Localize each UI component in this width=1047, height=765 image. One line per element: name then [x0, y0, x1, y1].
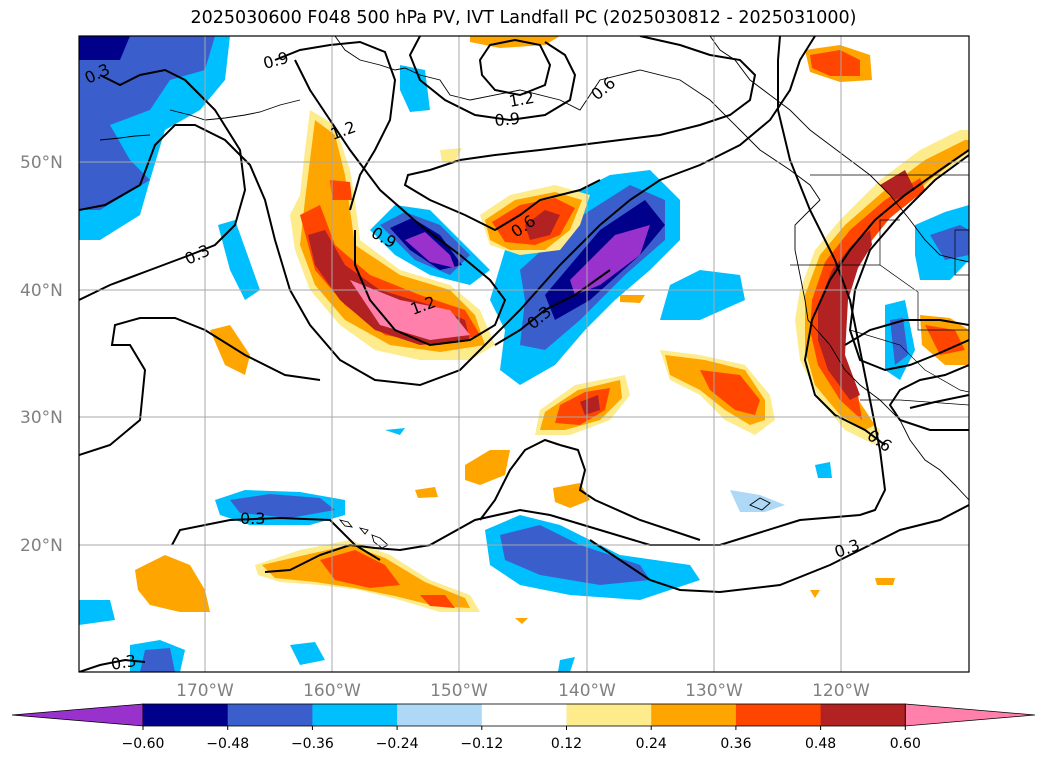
- contour-label: 1.2: [507, 88, 535, 111]
- colorbar-tick-label: 0.60: [890, 736, 921, 752]
- lon-label: 130°W: [685, 681, 743, 701]
- colorbar-segment: [481, 704, 567, 726]
- coastlines: [99, 36, 969, 549]
- map-title: 2025030600 F048 500 hPa PV, IVT Landfall…: [190, 8, 857, 28]
- contour-label: 0.3: [240, 509, 265, 528]
- contour-label: 0.3: [182, 241, 213, 269]
- lat-label: 20°N: [20, 536, 63, 556]
- contour-label: 0.9: [494, 109, 521, 130]
- colorbar-segment: [227, 704, 313, 726]
- colorbar-segment: [312, 704, 398, 726]
- contour-label: 0.6: [587, 73, 619, 104]
- shaded-fields: [79, 36, 969, 672]
- lon-label: 160°W: [303, 681, 361, 701]
- lon-label: 170°W: [176, 681, 234, 701]
- colorbar-tick-label: −0.24: [376, 736, 419, 752]
- colorbar-tick-label: −0.60: [122, 736, 165, 752]
- contour-label: 0.3: [832, 535, 862, 562]
- colorbar-tick-label: −0.36: [291, 736, 334, 752]
- colorbar-tick-label: 0.36: [720, 736, 751, 752]
- colorbar-tick-label: 0.12: [551, 736, 582, 752]
- lon-label: 140°W: [558, 681, 616, 701]
- lat-label: 30°N: [20, 408, 63, 428]
- colorbar-tick-label: −0.48: [206, 736, 249, 752]
- lon-label: 150°W: [430, 681, 488, 701]
- colorbar: −0.60 −0.48 −0.36 −0.24 −0.12 0.12 0.24 0.36 0.4…: [11, 703, 1036, 752]
- colorbar-segment: [651, 704, 737, 726]
- contour-labels: 0.3 0.9 1.2 0.9 1.2 0.6 0.3 0.9 0.6 1.2 …: [82, 48, 896, 674]
- colorbar-extend-high: [904, 703, 1036, 727]
- latitude-labels: 50°N 40°N 30°N 20°N: [20, 153, 63, 556]
- colorbar-tick-label: −0.12: [460, 736, 503, 752]
- colorbar-segment: [820, 704, 906, 726]
- colorbar-outline: [142, 703, 906, 727]
- contour-label: 0.3: [109, 651, 137, 674]
- lat-label: 50°N: [20, 153, 63, 173]
- contour-label: 0.9: [261, 48, 291, 73]
- map-frame: [78, 35, 970, 673]
- colorbar-segment: [566, 704, 652, 726]
- colorbar-segment: [735, 704, 822, 726]
- lon-label: 120°W: [812, 681, 870, 701]
- colorbar-segment: [143, 704, 229, 726]
- lat-label: 40°N: [20, 281, 63, 301]
- longitude-labels: 170°W 160°W 150°W 140°W 130°W 120°W: [176, 681, 870, 701]
- graticule: [79, 36, 969, 672]
- colorbar-segment: [397, 704, 483, 726]
- colorbar-extend-low: [11, 703, 144, 727]
- colorbar-tick-label: 0.48: [805, 736, 836, 752]
- colorbar-tick-label: 0.24: [636, 736, 667, 752]
